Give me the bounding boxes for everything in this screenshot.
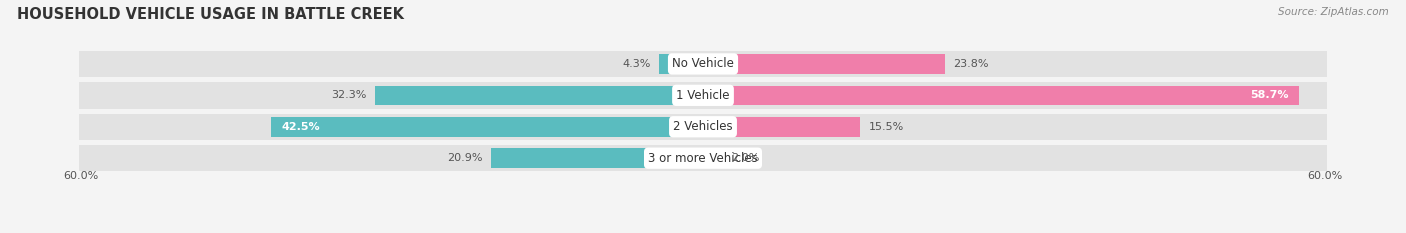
Bar (703, 86, 1299, 105)
Text: 4.3%: 4.3% (623, 59, 651, 69)
Text: 42.5%: 42.5% (281, 122, 321, 132)
Text: 15.5%: 15.5% (869, 122, 904, 132)
Bar (375, 86, 703, 105)
Bar (659, 54, 703, 74)
Text: 2 Vehicles: 2 Vehicles (673, 120, 733, 133)
Text: HOUSEHOLD VEHICLE USAGE IN BATTLE CREEK: HOUSEHOLD VEHICLE USAGE IN BATTLE CREEK (17, 7, 404, 22)
Text: 60.0%: 60.0% (1308, 171, 1343, 181)
Bar (703, 82, 1327, 109)
Text: 32.3%: 32.3% (332, 90, 367, 100)
Text: Source: ZipAtlas.com: Source: ZipAtlas.com (1278, 7, 1389, 17)
Bar (79, 51, 703, 77)
Bar (703, 145, 1327, 171)
Bar (271, 117, 703, 137)
Bar (491, 148, 703, 168)
Bar (703, 117, 860, 137)
Text: 2.0%: 2.0% (731, 153, 759, 163)
Text: 3 or more Vehicles: 3 or more Vehicles (648, 152, 758, 165)
Bar (703, 54, 945, 74)
Text: 1 Vehicle: 1 Vehicle (676, 89, 730, 102)
Bar (79, 145, 703, 171)
Text: 60.0%: 60.0% (63, 171, 98, 181)
Text: No Vehicle: No Vehicle (672, 57, 734, 70)
Bar (703, 148, 723, 168)
Bar (79, 113, 703, 140)
Bar (79, 82, 703, 109)
Bar (703, 51, 1327, 77)
Bar (703, 113, 1327, 140)
Text: 58.7%: 58.7% (1250, 90, 1289, 100)
Text: 20.9%: 20.9% (447, 153, 482, 163)
Text: 23.8%: 23.8% (953, 59, 988, 69)
